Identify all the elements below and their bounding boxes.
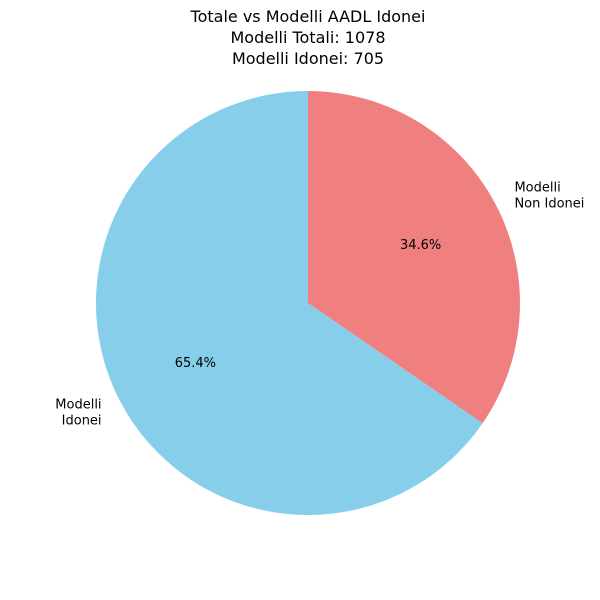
- title-line-2: Modelli Totali: 1078: [230, 28, 385, 47]
- pie-slices: [95, 91, 520, 515]
- pie-slice-1: [95, 91, 483, 515]
- slice-percent-label-0: 34.6%: [400, 238, 441, 253]
- slice-label-1: Modelli Idonei: [55, 397, 101, 428]
- slice-label-line: Modelli: [514, 181, 560, 196]
- slice-percent-label-1: 65.4%: [175, 356, 216, 371]
- slice-label-line: Idonei: [62, 413, 102, 428]
- chart-title: Totale vs Modelli AADL Idonei Modelli To…: [190, 7, 426, 68]
- title-line-1: Totale vs Modelli AADL Idonei: [190, 7, 426, 26]
- title-line-3: Modelli Idonei: 705: [232, 49, 384, 68]
- slice-label-line: Non Idonei: [514, 197, 584, 212]
- slice-label-0: Modelli Non Idonei: [514, 181, 584, 212]
- pie-slice-0: [308, 91, 520, 424]
- slice-label-line: Modelli: [55, 397, 101, 412]
